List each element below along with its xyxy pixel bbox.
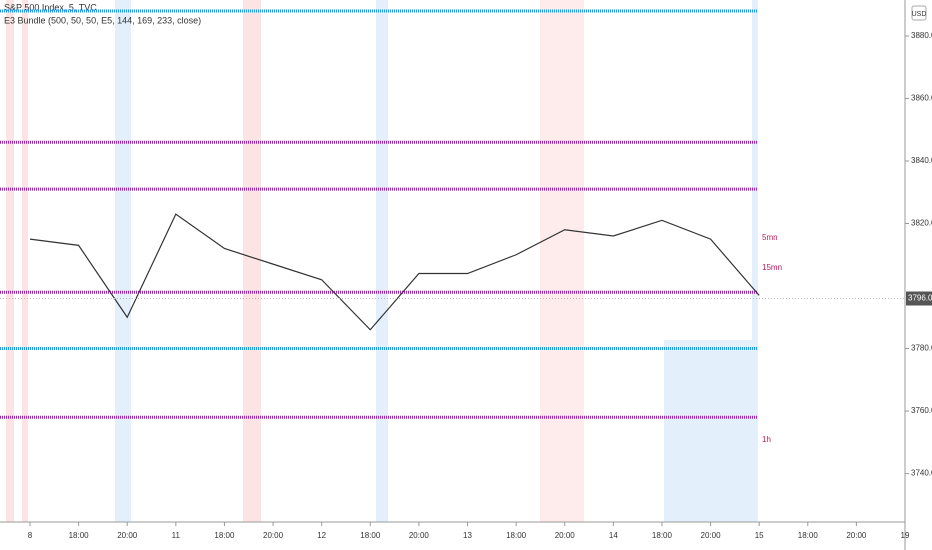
y-tick-label: 3820.0 (911, 219, 932, 228)
y-tick-label: 3780.0 (911, 344, 932, 353)
x-tick-label: 15 (755, 531, 764, 540)
x-tick-label: 13 (463, 531, 472, 540)
last-price-box (906, 291, 932, 306)
y-tick-label: 3760.0 (911, 406, 932, 415)
x-tick-label: 20:00 (701, 531, 722, 540)
x-tick-label: 18:00 (360, 531, 381, 540)
red-band (540, 0, 584, 522)
red-band (243, 0, 261, 522)
blue-band (376, 0, 388, 522)
annotation: 5mn (762, 233, 778, 242)
y-tick-label: 3840.0 (911, 156, 932, 165)
x-tick-label: 14 (609, 531, 618, 540)
chart-title: S&P 500 Index, 5, TVC (4, 2, 97, 12)
currency-box[interactable] (911, 5, 927, 21)
indicator-label: E3 Bundle (500, 50, 50, E5, 144, 169, 23… (4, 15, 201, 25)
x-tick-label: 18:00 (798, 531, 819, 540)
blue-band (115, 0, 131, 522)
x-tick-label: 19 (901, 531, 910, 540)
red-band (6, 0, 14, 522)
x-tick-label: 18:00 (506, 531, 527, 540)
blue-band (664, 340, 758, 522)
x-tick-label: 20:00 (263, 531, 284, 540)
x-tick-label: 8 (28, 531, 33, 540)
price-line (29, 213, 760, 331)
x-tick-label: 11 (172, 531, 181, 540)
annotation: 1h (762, 435, 771, 444)
x-tick-label: 20:00 (409, 531, 430, 540)
session-shading (6, 0, 758, 522)
annotation: 15mn (762, 263, 782, 272)
x-tick-label: 20:00 (846, 531, 867, 540)
y-tick-label: 3860.0 (911, 94, 932, 103)
last-price-label: 3796.0 (908, 294, 932, 303)
x-tick-label: 20:00 (555, 531, 576, 540)
x-tick-label: 18:00 (69, 531, 90, 540)
blue-band (752, 0, 758, 522)
x-tick-label: 20:00 (117, 531, 138, 540)
x-tick-label: 12 (317, 531, 326, 540)
red-band (22, 0, 28, 522)
currency[interactable]: USD (912, 11, 927, 18)
x-tick-label: 18:00 (652, 531, 673, 540)
y-tick-label: 3880.0 (911, 31, 932, 40)
y-tick-label: 3740.0 (911, 469, 932, 478)
x-tick-label: 18:00 (214, 531, 235, 540)
